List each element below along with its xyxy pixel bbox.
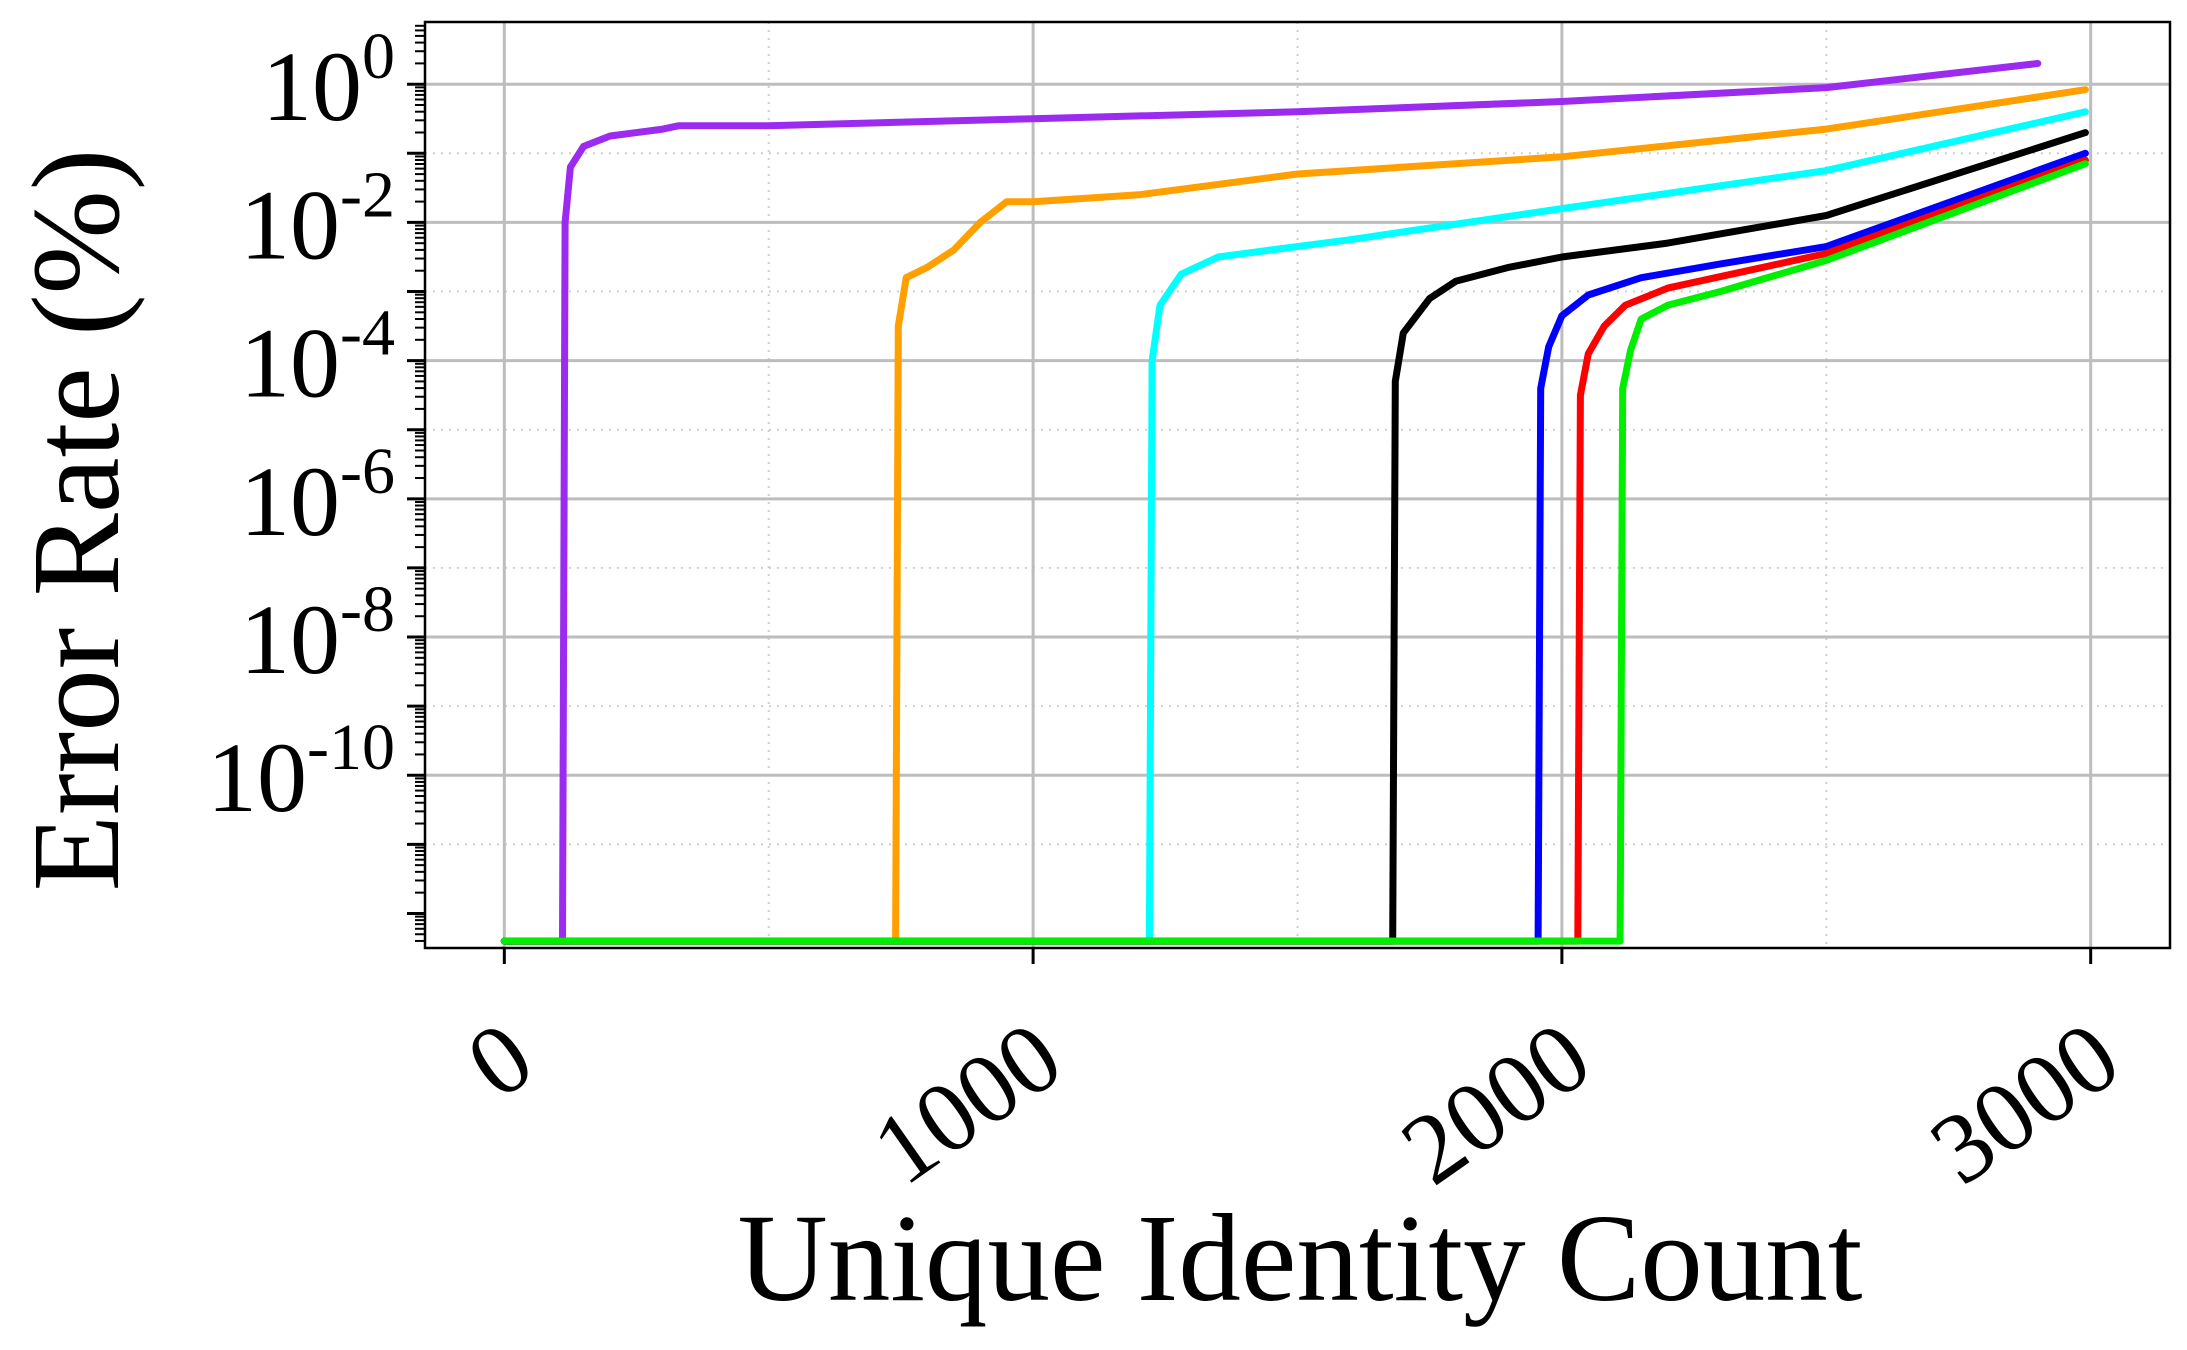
y-tick-label: 10-10 [207,711,395,833]
plot-frame [423,20,2172,950]
y-tick-label: 10-8 [240,573,395,695]
x-tick-label: 2000 [1382,1000,1609,1206]
y-tick-label: 100 [262,20,395,142]
series-line-2 [500,86,2089,945]
series-line-5 [500,149,2089,945]
x-tick-label: 0 [447,1000,552,1120]
series-line-3 [500,108,2089,945]
y-tick-label: 10-2 [240,158,395,280]
y-axis-title: Error Rate (%) [8,149,146,892]
y-tick-label: 10-4 [240,297,395,419]
series-line-6 [500,156,2089,945]
series-line-4 [500,129,2089,945]
x-tick-label: 1000 [853,1000,1080,1206]
x-tick-label: 3000 [1911,1000,2138,1206]
series-line-1 [500,60,2042,945]
y-tick-label: 10-6 [240,435,395,557]
series-lines [500,60,2089,945]
y-axis-ticks: 10-10 10-8 10-6 10-4 10-2 100 [207,20,425,942]
series-line-7 [500,160,2089,945]
x-axis-ticks: 0 1000 2000 3000 [447,948,2138,1206]
grid [425,22,2170,948]
x-axis-title: Unique Identity Count [738,1190,1863,1328]
